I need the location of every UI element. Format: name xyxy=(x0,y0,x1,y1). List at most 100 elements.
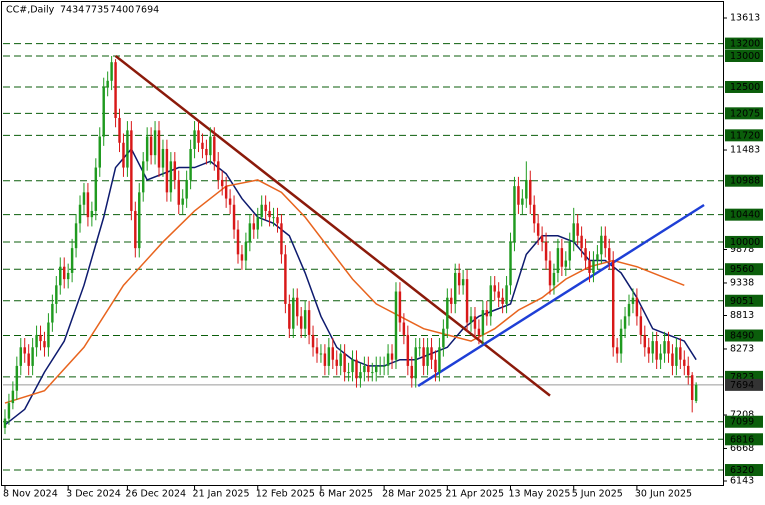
candle-body xyxy=(220,179,224,187)
chart-title: CC#,Daily xyxy=(6,5,55,16)
x-tick-label: 12 Feb 2025 xyxy=(256,489,315,500)
candle-body xyxy=(450,297,453,304)
candle-body xyxy=(169,161,173,193)
y-tick-label: 9878 xyxy=(730,244,754,255)
x-tick-label: 6 Mar 2025 xyxy=(319,489,373,500)
candle-body xyxy=(544,241,548,261)
level-label: 13200 xyxy=(730,39,760,50)
level-label-box xyxy=(725,263,763,276)
candle-body xyxy=(631,297,635,304)
level-label: 10000 xyxy=(730,237,760,248)
candle-body xyxy=(651,341,654,354)
level-label: 9051 xyxy=(730,296,754,307)
candle-body xyxy=(513,186,516,242)
candle-body xyxy=(493,285,496,292)
candle-body xyxy=(62,266,66,280)
candle-body xyxy=(442,328,445,348)
x-tick-label: 21 Apr 2025 xyxy=(445,489,504,500)
candle-body xyxy=(560,248,564,267)
candle-body xyxy=(461,279,465,286)
candle-body xyxy=(473,316,477,329)
y-tick-label: 8273 xyxy=(730,343,754,354)
candle-body xyxy=(655,341,658,360)
candle-body xyxy=(209,136,212,156)
candle-body xyxy=(102,86,105,137)
candle-body xyxy=(572,223,575,242)
candle-body xyxy=(94,167,98,211)
candle-body xyxy=(173,161,177,180)
candle-body xyxy=(47,322,50,348)
candle-body xyxy=(217,161,220,180)
candle-body xyxy=(418,347,421,349)
candle-body xyxy=(39,334,42,342)
candle-body xyxy=(118,117,121,143)
plot-frame xyxy=(1,1,724,486)
level-label-box xyxy=(725,80,763,93)
candle-body xyxy=(687,365,690,376)
candle-body xyxy=(584,248,587,261)
candle-body xyxy=(185,179,188,199)
candle-body xyxy=(485,310,489,317)
level-label-box xyxy=(725,329,763,342)
candle-body xyxy=(477,328,481,335)
candle-body xyxy=(15,365,19,391)
x-tick-label: 21 Jan 2025 xyxy=(193,489,250,500)
candle-body xyxy=(378,365,382,367)
candle-body xyxy=(232,204,236,230)
candle-body xyxy=(288,303,291,329)
candle-body xyxy=(505,285,508,304)
candle-body xyxy=(122,142,125,168)
candle-body xyxy=(303,310,307,329)
candle-body xyxy=(375,365,378,373)
candle-body xyxy=(643,334,647,348)
level-label: 12500 xyxy=(730,82,760,93)
candle-body xyxy=(659,353,662,360)
candle-body xyxy=(66,272,70,280)
level-label-box xyxy=(725,294,763,307)
candle-body xyxy=(86,192,90,218)
last-open: 7434 xyxy=(60,5,84,16)
x-tick-label: 13 May 2025 xyxy=(509,489,571,500)
candle-body xyxy=(556,248,560,273)
candle-body xyxy=(280,223,283,255)
candle-body xyxy=(236,229,240,255)
candle-body xyxy=(264,204,267,211)
candle-body xyxy=(410,365,414,379)
candle-body xyxy=(588,260,591,273)
level-label: 7099 xyxy=(730,417,754,428)
candle-body xyxy=(635,297,639,317)
level-label: 6320 xyxy=(730,465,754,476)
candle-body xyxy=(611,260,615,348)
last-price-label: 7694 xyxy=(730,380,754,391)
candle-body xyxy=(501,297,504,304)
candle-body xyxy=(11,390,15,404)
candle-body xyxy=(359,372,362,379)
candle-body xyxy=(367,365,370,373)
candle-body xyxy=(110,62,113,81)
candle-body xyxy=(43,341,46,348)
y-tick-label: 13613 xyxy=(730,13,760,24)
candle-body xyxy=(153,130,157,156)
candle-body xyxy=(319,353,323,355)
candle-body xyxy=(70,248,74,273)
candle-body xyxy=(145,136,149,162)
last-low: 7400 xyxy=(110,5,134,16)
level-label: 9560 xyxy=(730,264,754,275)
candle-body xyxy=(27,353,30,366)
candle-body xyxy=(90,210,94,218)
candle-body xyxy=(205,148,208,156)
candle-body xyxy=(608,248,611,261)
candle-body xyxy=(489,285,492,317)
last-price-box xyxy=(725,378,763,391)
candle-body xyxy=(177,179,180,205)
candle-body xyxy=(157,130,161,168)
candle-body xyxy=(106,80,109,87)
candle-body xyxy=(536,223,540,236)
candle-body xyxy=(446,297,449,329)
candle-body xyxy=(331,347,335,360)
candle-body xyxy=(351,359,354,373)
candle-body xyxy=(256,217,259,230)
level-label-box xyxy=(725,433,763,446)
candle-body xyxy=(197,130,200,143)
y-tick-label: 7208 xyxy=(730,409,754,420)
